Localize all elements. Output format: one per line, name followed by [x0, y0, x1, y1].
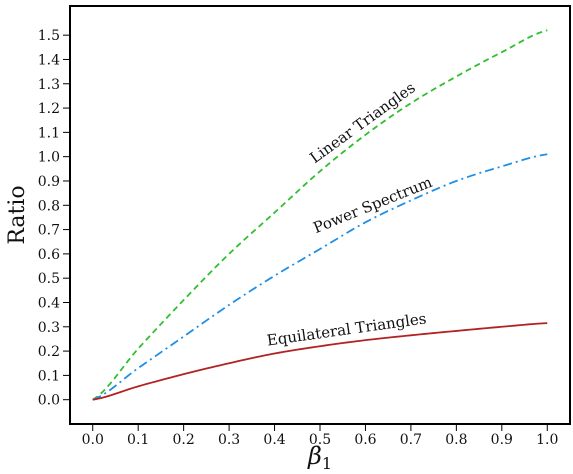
x-tick-label: 0.5: [309, 432, 331, 448]
x-tick-label: 0.8: [445, 432, 467, 448]
y-tick-label: 0.3: [38, 320, 60, 336]
axes-frame: [69, 5, 571, 425]
y-tick-label: 0.1: [38, 368, 60, 384]
y-tick-label: 0.0: [38, 393, 60, 409]
x-tick-label: 0.9: [491, 432, 513, 448]
x-axis-title: β1: [307, 442, 332, 473]
y-tick-label: 0.4: [38, 295, 60, 311]
y-tick-label: 0.9: [38, 174, 60, 190]
y-axis-title: Ratio: [5, 185, 30, 244]
y-tick-label: 1.1: [38, 125, 60, 141]
x-tick-label: 0.6: [354, 432, 376, 448]
series-line-1: [92, 153, 548, 401]
curve-label-1: Power Spectrum: [311, 173, 435, 237]
y-tick-label: 1.5: [38, 28, 60, 44]
plot-area: [92, 29, 548, 401]
x-tick-label: 1.0: [536, 432, 558, 448]
x-tick-label: 0.1: [127, 432, 149, 448]
series-line-2: [92, 322, 548, 401]
y-tick-label: 0.7: [38, 223, 60, 239]
series-line-0: [92, 29, 548, 401]
y-tick-label: 0.2: [38, 344, 60, 360]
y-tick-label: 0.5: [38, 271, 60, 287]
y-tick-label: 1.0: [38, 150, 60, 166]
y-tick-label: 1.3: [38, 77, 60, 93]
x-tick-label: 0.3: [218, 432, 240, 448]
axis-ticks: 0.0 0.1 0.2 0.3 0.4 0.5 0.6 0.7 0.8 0.9 1.0 0.0 0.1 0…: [38, 28, 559, 448]
x-tick-label: 0.2: [173, 432, 195, 448]
y-tick-label: 0.8: [38, 198, 60, 214]
y-tick-label: 1.4: [38, 52, 60, 68]
x-tick-label: 0.7: [400, 432, 422, 448]
y-tick-label: 1.2: [38, 101, 60, 117]
curve-label-0: Linear Triangles: [306, 79, 418, 167]
y-tick-label: 0.6: [38, 247, 60, 263]
x-tick-label: 0.0: [82, 432, 104, 448]
curve-label-2: Equilateral Triangles: [266, 309, 428, 349]
x-tick-label: 0.4: [263, 432, 285, 448]
